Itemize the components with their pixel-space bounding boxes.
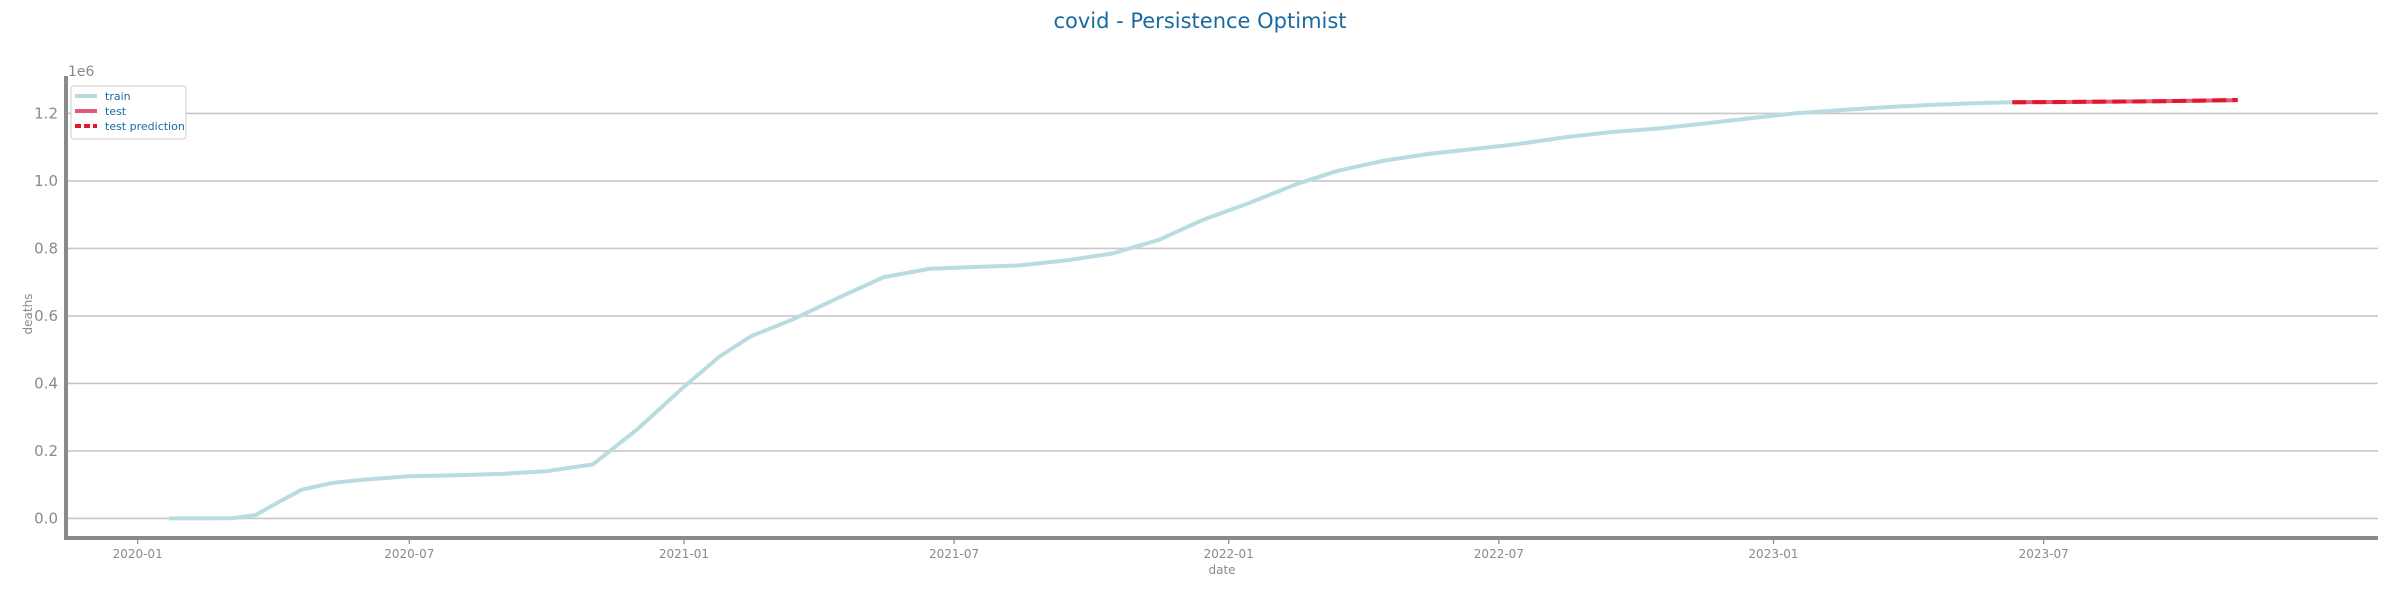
y-tick-label: 1.0 [34,172,58,190]
x-tick-label: 2021-01 [659,547,709,561]
y-tick-label: 0.4 [34,374,58,392]
y-tick-label: 0.0 [34,509,58,527]
legend-label: test [105,105,127,118]
x-tick-label: 2022-07 [1474,547,1524,561]
y-tick-label: 0.8 [34,239,58,257]
y-offset-label: 1e6 [68,64,95,80]
legend-label: train [105,90,131,103]
legend-box [70,85,187,140]
x-axis-label: date [1208,563,1235,577]
series-line-test-prediction [2012,97,2238,105]
series-lines [169,97,2238,521]
x-tick-label: 2021-07 [929,547,979,561]
y-tick-label: 0.6 [34,307,58,325]
x-tick-label: 2020-01 [113,547,163,561]
legend-label: test prediction [105,120,185,133]
x-tick-label: 2023-01 [1748,547,1798,561]
y-tick-label: 1.2 [34,104,58,122]
legend: train test test prediction [70,85,187,140]
y-axis-label: deaths [21,294,35,335]
x-tick-label: 2022-01 [1204,547,1254,561]
axes [64,76,2378,540]
grid-lines [66,112,2378,520]
x-tick-labels: 2020-01 2020-07 2021-01 2021-07 2022-01 2022-… [113,538,2069,561]
chart-title: covid - Persistence Optimist [1053,9,1346,33]
x-tick-label: 2020-07 [384,547,434,561]
y-tick-labels: 0.0 0.2 0.4 0.6 0.8 1.0 1.2 [34,104,58,527]
x-tick-label: 2023-07 [2019,547,2069,561]
y-tick-label: 0.2 [34,442,58,460]
series-line-train [169,100,2013,521]
